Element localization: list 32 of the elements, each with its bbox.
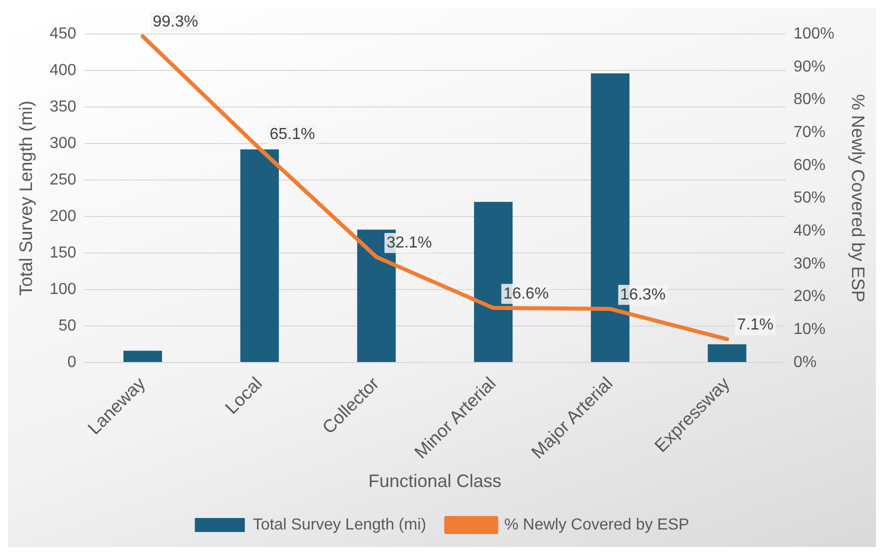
data-label: 7.1% [737,316,774,334]
y2-tick-label: 40% [793,222,826,240]
y2-tick-label: 60% [793,156,826,174]
data-label: 65.1% [270,126,315,144]
y-tick-label: 150 [50,244,76,262]
y2-tick-label: 10% [793,321,826,338]
y-tick-label: 200 [50,208,76,225]
y2-tick-label: 80% [793,91,826,108]
y-tick-label: 50 [58,317,76,334]
y2-axis-title: % Newly Covered by ESP [848,94,868,302]
data-label: 16.3% [620,286,666,304]
y-tick-label: 0 [67,354,76,371]
y2-tick-label: 70% [793,124,826,141]
y2-tick-label: 20% [793,288,826,306]
data-label: 32.1% [386,234,432,252]
y-tick-label: 450 [50,25,76,42]
legend-label: Total Survey Length (mi) [252,516,426,534]
y-tick-label: 100 [50,280,76,298]
y2-tick-label: 30% [793,255,826,272]
y2-tick-label: 50% [793,190,826,207]
legend-label: % Newly Covered by ESP [504,516,690,534]
y-tick-label: 350 [50,98,76,116]
y2-tick-label: 100% [793,25,834,42]
x-axis-title: Functional Class [368,471,502,492]
y-tick-label: 300 [50,134,76,152]
y-tick-label: 250 [50,171,76,188]
y2-tick-label: 90% [793,58,826,76]
data-label: 16.6% [503,285,549,302]
y-tick-label: 400 [50,62,76,79]
y-axis-title: Total Survey Length (mi) [16,100,36,296]
data-label: 99.3% [152,14,198,31]
y2-tick-label: 0% [793,354,817,371]
